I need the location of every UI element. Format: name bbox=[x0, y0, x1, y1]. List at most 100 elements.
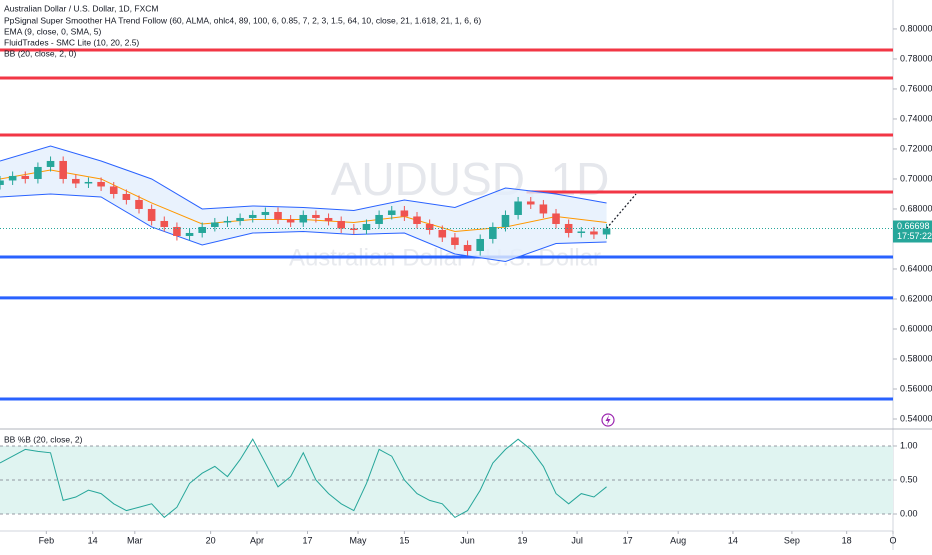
candle-body bbox=[514, 201, 522, 215]
indicator-label: PpSignal Super Smoother HA Trend Follow … bbox=[4, 15, 481, 25]
y-tick-label: 0.78000 bbox=[900, 53, 932, 63]
candle-body bbox=[590, 231, 598, 235]
x-tick-label: 17 bbox=[302, 535, 312, 545]
candle-body bbox=[425, 223, 434, 230]
candle-body bbox=[223, 220, 232, 223]
projection-line bbox=[606, 193, 637, 229]
candle-body bbox=[211, 222, 219, 227]
x-tick-label: 18 bbox=[842, 535, 852, 545]
candle-body bbox=[122, 193, 131, 200]
candle-body bbox=[286, 219, 295, 223]
y-tick-label: 0.68000 bbox=[900, 203, 932, 213]
y-tick-label: 0.50 bbox=[900, 474, 918, 484]
candle-body bbox=[21, 175, 30, 179]
candle-body bbox=[564, 223, 573, 233]
x-tick-label: 17 bbox=[623, 535, 633, 545]
plot bbox=[0, 48, 893, 519]
candle-body bbox=[248, 214, 257, 218]
candle-body bbox=[463, 244, 472, 251]
y-tick-label: 0.56000 bbox=[900, 383, 932, 393]
candle-body bbox=[198, 226, 206, 233]
x-tick-label: 14 bbox=[728, 535, 738, 545]
candle-body bbox=[97, 181, 105, 187]
last-price-label: 0.66698 bbox=[897, 221, 930, 231]
candle-body bbox=[350, 228, 358, 230]
candle-body bbox=[324, 217, 333, 221]
candle-body bbox=[72, 178, 80, 184]
x-tick-label: O bbox=[889, 535, 896, 545]
legend: Australian Dollar / U.S. Dollar, 1D, FXC… bbox=[4, 3, 481, 444]
candle-body bbox=[8, 175, 17, 181]
indicator-label: BB (20, close, 2, 0) bbox=[4, 48, 76, 58]
candle-body bbox=[337, 220, 345, 229]
candle-body bbox=[387, 210, 396, 215]
band-lower bbox=[0, 193, 607, 262]
candle-body bbox=[400, 210, 409, 217]
candle-body bbox=[0, 180, 4, 185]
x-tick-label: Feb bbox=[39, 535, 55, 545]
candle-body bbox=[489, 226, 497, 239]
candle-body bbox=[413, 216, 421, 224]
candle-body bbox=[438, 229, 447, 238]
x-tick-label: May bbox=[350, 535, 368, 545]
alert-bolt[interactable] bbox=[605, 415, 611, 425]
candle-body bbox=[109, 186, 118, 194]
candle-body bbox=[34, 166, 42, 179]
candle-body bbox=[274, 211, 282, 220]
y-tick-label: 0.00 bbox=[900, 508, 918, 518]
candle-body bbox=[185, 232, 194, 236]
x-tick-label: Sep bbox=[784, 535, 800, 545]
candle-body bbox=[84, 181, 93, 184]
candle-body bbox=[539, 204, 548, 214]
indicator-label: BB %B (20, close, 2) bbox=[4, 434, 83, 444]
y-tick-label: 0.74000 bbox=[900, 113, 932, 123]
y-tick-label: 0.58000 bbox=[900, 353, 932, 363]
y-tick-label: 0.64000 bbox=[900, 263, 932, 273]
y-tick-label: 0.80000 bbox=[900, 23, 932, 33]
x-tick-label: Jun bbox=[460, 535, 475, 545]
candle-body bbox=[135, 199, 143, 209]
candle-body bbox=[362, 223, 371, 230]
y-tick-label: 0.60000 bbox=[900, 323, 932, 333]
indicator-label: EMA (9, close, 0, SMA, 5) bbox=[4, 26, 101, 36]
candle-body bbox=[501, 214, 510, 227]
y-tick-label: 0.54000 bbox=[900, 413, 932, 423]
y-tick-label: 0.70000 bbox=[900, 173, 932, 183]
candle-body bbox=[46, 160, 55, 167]
x-tick-label: Apr bbox=[250, 535, 264, 545]
line bbox=[0, 438, 607, 519]
last-price-box bbox=[893, 220, 932, 243]
candle-body bbox=[299, 214, 308, 223]
band-fill bbox=[0, 145, 607, 262]
x-tick-label: 19 bbox=[517, 535, 527, 545]
candle-body bbox=[526, 201, 535, 205]
x-tick-label: 20 bbox=[206, 535, 216, 545]
alert-icon[interactable] bbox=[601, 413, 615, 427]
candle-body bbox=[59, 160, 67, 179]
x-tick-label: Aug bbox=[670, 535, 686, 545]
candle-body bbox=[312, 214, 320, 218]
symbol-title: Australian Dollar / U.S. Dollar, 1D, FXC… bbox=[4, 3, 158, 13]
x-tick-label: 14 bbox=[88, 535, 98, 545]
candle-body bbox=[602, 228, 611, 235]
x-tick-label: Mar bbox=[127, 535, 143, 545]
x-tick-label: Jul bbox=[571, 535, 583, 545]
candle-body bbox=[147, 208, 156, 221]
y-tick-label: 0.62000 bbox=[900, 293, 932, 303]
candle-body bbox=[173, 226, 181, 236]
y-tick-label: 1.00 bbox=[900, 440, 918, 450]
candle-body bbox=[236, 217, 244, 221]
indicator-label: FluidTrades - SMC Lite (10, 20, 2.5) bbox=[4, 37, 139, 47]
countdown-label: 17:57:22 bbox=[897, 231, 932, 241]
candle-body bbox=[451, 237, 459, 245]
x-tick-label: 15 bbox=[399, 535, 409, 545]
candle-body bbox=[577, 231, 586, 233]
y-tick-label: 0.76000 bbox=[900, 83, 932, 93]
candle-body bbox=[476, 238, 484, 251]
candle-body bbox=[261, 211, 270, 215]
candle-body bbox=[160, 220, 169, 227]
candle-body bbox=[375, 214, 383, 224]
candle-body bbox=[552, 213, 560, 224]
